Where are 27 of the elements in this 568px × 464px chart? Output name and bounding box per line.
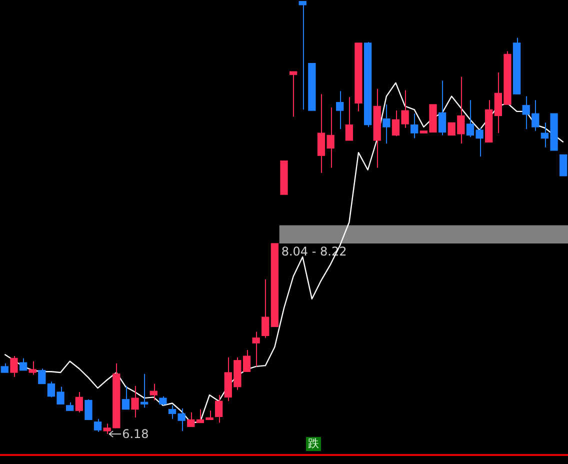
- candlestick: [140, 373, 148, 408]
- text: 跌: [306, 437, 321, 451]
- candlestick: [214, 394, 223, 424]
- candlestick: [131, 385, 139, 418]
- candlestick: [289, 71, 298, 118]
- candlestick: [560, 154, 568, 176]
- candlestick: [262, 278, 270, 338]
- candlestick: [75, 392, 83, 413]
- annotation: 6.18: [122, 427, 149, 442]
- candlestick: [345, 96, 354, 141]
- candlestick: [19, 358, 28, 371]
- candlestick: [410, 113, 418, 139]
- candlestick: [336, 90, 344, 130]
- candlestick: [38, 368, 46, 384]
- candlestick: [252, 331, 260, 367]
- candlestick: [382, 104, 390, 144]
- candlestick: [187, 412, 195, 428]
- candlestick: [159, 396, 167, 406]
- candlestick: [94, 418, 102, 432]
- candlestick: [84, 398, 92, 420]
- candlestick: [150, 383, 158, 401]
- candlestick: [28, 360, 36, 376]
- candlestick: [122, 385, 130, 410]
- candlestick: [0, 362, 8, 374]
- candlestick: [10, 356, 18, 378]
- candlestick: [298, 0, 306, 110]
- candlestick: [438, 80, 446, 136]
